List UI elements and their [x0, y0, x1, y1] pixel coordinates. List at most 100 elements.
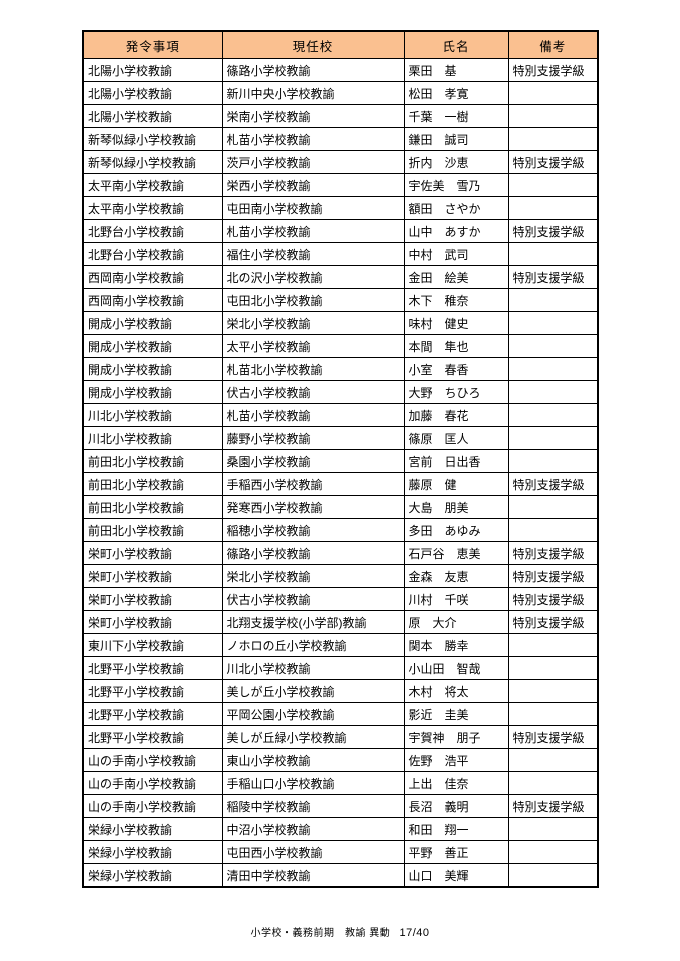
- cell-shimei: 多田 あゆみ: [403, 518, 509, 542]
- cell-gennin-ko: 川北小学校教諭: [221, 656, 405, 680]
- table-header: 発令事項 現任校 氏名 備考: [82, 30, 599, 59]
- cell-biko: 特別支援学級: [507, 610, 599, 634]
- cell-hatsurei-jiko: 開成小学校教諭: [82, 334, 223, 358]
- table-row: 山の手南小学校教諭 稲陵中学校教諭 長沼 義明 特別支援学級: [82, 794, 599, 818]
- cell-hatsurei-jiko: 前田北小学校教諭: [82, 472, 223, 496]
- table-row: 栄町小学校教諭 栄北小学校教諭 金森 友恵 特別支援学級: [82, 564, 599, 588]
- cell-hatsurei-jiko: 栄町小学校教諭: [82, 610, 223, 634]
- cell-shimei: 篠原 匡人: [403, 426, 509, 450]
- cell-shimei: 山口 美輝: [403, 863, 509, 888]
- cell-hatsurei-jiko: 新琴似緑小学校教諭: [82, 127, 223, 151]
- table-row: 西岡南小学校教諭 北の沢小学校教諭 金田 絵美 特別支援学級: [82, 265, 599, 289]
- cell-biko: [507, 311, 599, 335]
- table-row: 前田北小学校教諭 発寒西小学校教諭 大島 朋美: [82, 495, 599, 519]
- cell-biko: 特別支援学級: [507, 150, 599, 174]
- cell-gennin-ko: 藤野小学校教諭: [221, 426, 405, 450]
- cell-shimei: 額田 さやか: [403, 196, 509, 220]
- cell-biko: [507, 426, 599, 450]
- cell-biko: 特別支援学級: [507, 58, 599, 82]
- page-footer: 小学校・義務前期 教諭 異動 17/40: [0, 924, 680, 939]
- cell-gennin-ko: 東山小学校教諭: [221, 748, 405, 772]
- cell-biko: 特別支援学級: [507, 564, 599, 588]
- table-row: 北野平小学校教諭 川北小学校教諭 小山田 智哉: [82, 656, 599, 680]
- cell-gennin-ko: 美しが丘小学校教諭: [221, 679, 405, 703]
- cell-hatsurei-jiko: 栄町小学校教諭: [82, 564, 223, 588]
- cell-hatsurei-jiko: 開成小学校教諭: [82, 311, 223, 335]
- cell-hatsurei-jiko: 北陽小学校教諭: [82, 58, 223, 82]
- cell-shimei: 本間 隼也: [403, 334, 509, 358]
- header-hatsurei-jiko: 発令事項: [82, 30, 223, 59]
- cell-biko: 特別支援学級: [507, 725, 599, 749]
- cell-gennin-ko: ノホロの丘小学校教諭: [221, 633, 405, 657]
- cell-biko: [507, 748, 599, 772]
- cell-shimei: 木下 稚奈: [403, 288, 509, 312]
- cell-hatsurei-jiko: 川北小学校教諭: [82, 426, 223, 450]
- cell-hatsurei-jiko: 山の手南小学校教諭: [82, 748, 223, 772]
- cell-gennin-ko: 中沼小学校教諭: [221, 817, 405, 841]
- table-row: 栄町小学校教諭 北翔支援学校(小学部)教諭原 大介 特別支援学級: [82, 610, 599, 634]
- cell-hatsurei-jiko: 開成小学校教諭: [82, 357, 223, 381]
- cell-shimei: 小山田 智哉: [403, 656, 509, 680]
- cell-biko: 特別支援学級: [507, 794, 599, 818]
- table-row: 東川下小学校教諭 ノホロの丘小学校教諭 関本 勝幸: [82, 633, 599, 657]
- cell-gennin-ko: 手稲山口小学校教諭: [221, 771, 405, 795]
- cell-gennin-ko: 稲陵中学校教諭: [221, 794, 405, 818]
- cell-shimei: 和田 翔一: [403, 817, 509, 841]
- cell-biko: 特別支援学級: [507, 472, 599, 496]
- table-row: 前田北小学校教諭 手稲西小学校教諭 藤原 健特別支援学級: [82, 472, 599, 496]
- cell-shimei: 大野 ちひろ: [403, 380, 509, 404]
- cell-hatsurei-jiko: 栄緑小学校教諭: [82, 863, 223, 888]
- cell-biko: [507, 242, 599, 266]
- cell-gennin-ko: 新川中央小学校教諭: [221, 81, 405, 105]
- cell-biko: [507, 81, 599, 105]
- header-biko: 備考: [507, 30, 599, 59]
- cell-shimei: 鎌田 誠司: [403, 127, 509, 151]
- cell-shimei: 中村 武司: [403, 242, 509, 266]
- cell-shimei: 金森 友恵: [403, 564, 509, 588]
- cell-hatsurei-jiko: 北野平小学校教諭: [82, 656, 223, 680]
- cell-gennin-ko: 平岡公園小学校教諭: [221, 702, 405, 726]
- cell-biko: [507, 196, 599, 220]
- cell-shimei: 佐野 浩平: [403, 748, 509, 772]
- cell-shimei: 原 大介: [403, 610, 509, 634]
- cell-gennin-ko: 発寒西小学校教諭: [221, 495, 405, 519]
- cell-hatsurei-jiko: 栄緑小学校教諭: [82, 840, 223, 864]
- cell-shimei: 折内 沙恵: [403, 150, 509, 174]
- cell-hatsurei-jiko: 北野平小学校教諭: [82, 702, 223, 726]
- table-row: 栄緑小学校教諭 清田中学校教諭 山口 美輝: [82, 863, 599, 888]
- table-row: 開成小学校教諭 伏古小学校教諭 大野 ちひろ: [82, 380, 599, 404]
- cell-shimei: 金田 絵美: [403, 265, 509, 289]
- cell-gennin-ko: 屯田北小学校教諭: [221, 288, 405, 312]
- table-header-row: 発令事項 現任校 氏名 備考: [82, 30, 599, 59]
- cell-gennin-ko: 篠路小学校教諭: [221, 541, 405, 565]
- cell-gennin-ko: 伏古小学校教諭: [221, 587, 405, 611]
- cell-biko: [507, 449, 599, 473]
- table-row: 開成小学校教諭 栄北小学校教諭 味村 健史: [82, 311, 599, 335]
- cell-gennin-ko: 太平小学校教諭: [221, 334, 405, 358]
- table-row: 北野台小学校教諭 札苗小学校教諭 山中 あすか 特別支援学級: [82, 219, 599, 243]
- cell-gennin-ko: 札苗小学校教諭: [221, 403, 405, 427]
- table-row: 栄町小学校教諭 伏古小学校教諭 川村 千咲 特別支援学級: [82, 587, 599, 611]
- cell-hatsurei-jiko: 前田北小学校教諭: [82, 518, 223, 542]
- cell-hatsurei-jiko: 北野平小学校教諭: [82, 679, 223, 703]
- table-row: 山の手南小学校教諭 手稲山口小学校教諭 上出 佳奈: [82, 771, 599, 795]
- table-row: 新琴似緑小学校教諭 札苗小学校教諭 鎌田 誠司: [82, 127, 599, 151]
- table-row: 太平南小学校教諭 栄西小学校教諭 宇佐美 雪乃: [82, 173, 599, 197]
- cell-gennin-ko: 篠路小学校教諭: [221, 58, 405, 82]
- footer-page-number: 17/40: [399, 927, 430, 939]
- cell-biko: [507, 357, 599, 381]
- cell-shimei: 関本 勝幸: [403, 633, 509, 657]
- cell-shimei: 川村 千咲: [403, 587, 509, 611]
- cell-gennin-ko: 手稲西小学校教諭: [221, 472, 405, 496]
- cell-hatsurei-jiko: 北野台小学校教諭: [82, 219, 223, 243]
- cell-hatsurei-jiko: 前田北小学校教諭: [82, 495, 223, 519]
- cell-biko: [507, 288, 599, 312]
- footer-label: 小学校・義務前期 教諭 異動: [250, 928, 391, 939]
- cell-shimei: 山中 あすか: [403, 219, 509, 243]
- cell-biko: [507, 840, 599, 864]
- cell-hatsurei-jiko: 栄緑小学校教諭: [82, 817, 223, 841]
- table-row: 新琴似緑小学校教諭 茨戸小学校教諭 折内 沙恵 特別支援学級: [82, 150, 599, 174]
- cell-hatsurei-jiko: 栄町小学校教諭: [82, 587, 223, 611]
- cell-hatsurei-jiko: 東川下小学校教諭: [82, 633, 223, 657]
